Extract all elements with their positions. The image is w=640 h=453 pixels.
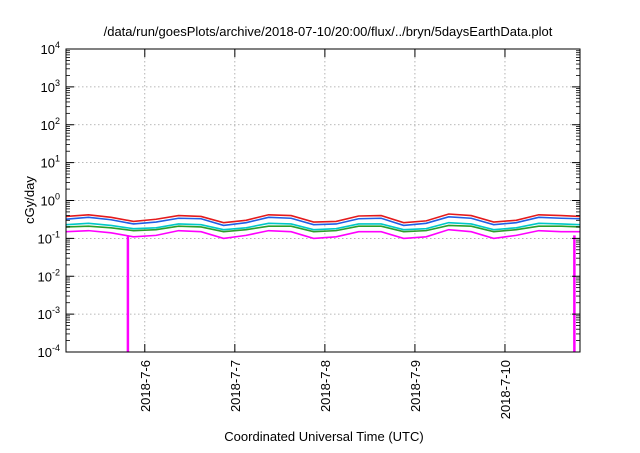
- y-tick-label: 10-2: [38, 267, 60, 284]
- y-tick-exponent: -1: [52, 229, 60, 239]
- x-tick-label: 2018-7-9: [408, 360, 423, 412]
- y-tick-base: 10: [38, 345, 52, 360]
- y-tick-base: 10: [38, 269, 52, 284]
- y-tick-exponent: 3: [55, 78, 60, 88]
- y-tick-exponent: 0: [55, 192, 60, 202]
- y-tick-exponent: 2: [55, 116, 60, 126]
- y-tick-label: 101: [41, 154, 60, 171]
- y-tick-base: 10: [41, 156, 55, 171]
- series-line-5: [66, 228, 580, 240]
- y-tick-label: 10-1: [38, 229, 60, 246]
- y-tick-label: 104: [41, 40, 60, 57]
- x-tick-label: 2018-7-10: [498, 360, 513, 419]
- y-tick-label: 10-4: [38, 343, 60, 360]
- chart-title: /data/run/goesPlots/archive/2018-07-10/2…: [104, 24, 553, 39]
- y-tick-exponent: -3: [52, 305, 60, 315]
- y-tick-label: 102: [41, 116, 60, 133]
- y-tick-base: 10: [38, 307, 52, 322]
- y-tick-exponent: -4: [52, 343, 60, 353]
- series-line-2: [66, 216, 580, 227]
- series-line-1: [66, 213, 580, 224]
- y-tick-exponent: 4: [55, 40, 60, 50]
- y-tick-base: 10: [41, 118, 55, 133]
- grid-lines: [66, 49, 580, 352]
- y-tick-label: 103: [41, 78, 60, 95]
- y-tick-base: 10: [38, 231, 52, 246]
- y-tick-exponent: -2: [52, 267, 60, 277]
- x-tick-label: 2018-7-8: [318, 360, 333, 412]
- y-tick-exponent: 1: [55, 154, 60, 164]
- y-tick-base: 10: [41, 194, 55, 209]
- y-tick-label: 100: [41, 192, 60, 209]
- y-tick-base: 10: [41, 80, 55, 95]
- y-axis-label: cGy/day: [22, 176, 37, 224]
- y-tick-label: 10-3: [38, 305, 60, 322]
- x-axis-label: Coordinated Universal Time (UTC): [224, 429, 423, 444]
- series-group: [66, 213, 580, 352]
- y-tick-base: 10: [41, 42, 55, 57]
- x-axis-ticks: 2018-7-6 2018-7-7 2018-7-8 2018-7-9 2018-7-1…: [138, 49, 513, 419]
- x-tick-label: 2018-7-6: [138, 360, 153, 412]
- series-line-3: [66, 221, 580, 231]
- series-line-4: [66, 224, 580, 233]
- x-tick-label: 2018-7-7: [228, 360, 243, 412]
